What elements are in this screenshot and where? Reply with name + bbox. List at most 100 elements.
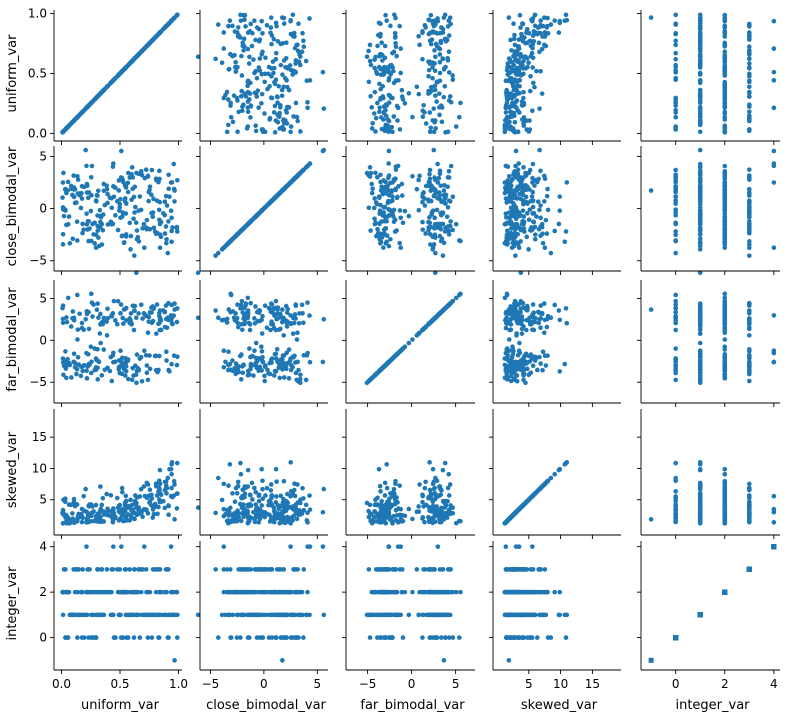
data-point	[367, 58, 373, 64]
data-point	[747, 245, 752, 251]
data-point	[274, 346, 280, 352]
data-point	[79, 519, 85, 525]
data-point	[557, 466, 563, 472]
data-point	[265, 511, 270, 517]
data-point	[85, 195, 91, 201]
data-point	[226, 23, 231, 29]
data-point	[536, 176, 541, 182]
data-point	[95, 377, 101, 382]
data-point	[260, 511, 266, 517]
data-point	[147, 366, 153, 372]
data-point	[747, 117, 752, 122]
data-point	[89, 163, 95, 169]
data-point	[521, 324, 526, 329]
data-point	[446, 509, 452, 514]
data-point	[533, 315, 538, 321]
data-point	[221, 513, 227, 519]
data-point	[529, 17, 534, 23]
data-point	[431, 479, 437, 484]
data-point	[234, 491, 240, 496]
data-point	[241, 506, 247, 511]
data-point	[253, 128, 259, 134]
data-point	[151, 36, 156, 42]
data-point	[116, 188, 122, 193]
data-point	[509, 359, 514, 364]
data-point	[146, 314, 152, 320]
data-point	[64, 126, 69, 131]
data-point	[537, 49, 542, 55]
data-point	[109, 79, 115, 85]
data-point	[249, 43, 255, 49]
data-point	[771, 350, 777, 356]
data-point	[502, 126, 508, 131]
data-point	[377, 221, 382, 227]
data-point	[98, 484, 103, 489]
data-point	[514, 188, 520, 193]
data-point	[101, 188, 107, 194]
data-point	[521, 214, 527, 219]
data-point	[530, 41, 536, 47]
data-point	[697, 15, 703, 20]
data-point	[515, 508, 521, 513]
data-point	[230, 23, 235, 29]
data-point	[368, 93, 373, 99]
data-point	[230, 119, 236, 125]
data-point	[427, 180, 432, 185]
data-point	[426, 494, 431, 500]
data-point	[118, 612, 123, 618]
data-point	[521, 502, 526, 508]
data-point	[385, 502, 391, 507]
data-point	[265, 367, 270, 373]
data-point	[395, 194, 400, 200]
data-point	[552, 471, 558, 477]
data-point	[393, 507, 399, 513]
data-point	[416, 33, 421, 39]
data-point	[262, 111, 267, 116]
data-point	[79, 325, 85, 331]
data-point	[420, 227, 426, 232]
data-point	[417, 42, 422, 48]
data-point	[154, 198, 160, 203]
data-point	[426, 515, 431, 520]
data-point	[293, 360, 298, 365]
data-point	[504, 315, 509, 321]
data-point	[673, 207, 678, 213]
data-point	[526, 247, 531, 252]
data-point	[514, 331, 519, 336]
data-point	[447, 15, 453, 20]
data-point	[168, 180, 174, 185]
data-point	[72, 360, 78, 366]
data-point	[151, 505, 156, 510]
data-point	[235, 324, 241, 330]
data-point	[387, 207, 392, 212]
data-point	[156, 478, 162, 484]
data-point	[85, 218, 91, 224]
data-point	[538, 68, 543, 74]
data-point	[423, 121, 429, 126]
data-point	[253, 123, 258, 128]
data-point	[271, 110, 277, 115]
data-point	[373, 170, 378, 176]
data-point	[530, 180, 535, 185]
data-point	[697, 45, 703, 51]
data-point	[442, 200, 448, 206]
data-point	[131, 509, 136, 515]
data-point	[138, 207, 144, 213]
data-point	[252, 485, 257, 491]
data-point	[521, 360, 527, 366]
data-point	[257, 308, 263, 314]
data-point	[530, 108, 535, 113]
data-point	[270, 59, 276, 64]
data-point	[420, 515, 426, 520]
data-point	[697, 482, 703, 487]
data-point	[432, 61, 437, 66]
data-point	[234, 518, 240, 524]
data-point	[442, 500, 447, 506]
data-point	[511, 21, 516, 26]
data-point	[673, 50, 678, 56]
data-point	[509, 75, 514, 81]
data-point	[84, 211, 89, 216]
data-point	[221, 506, 227, 512]
data-point	[436, 493, 442, 499]
data-point	[157, 168, 162, 174]
